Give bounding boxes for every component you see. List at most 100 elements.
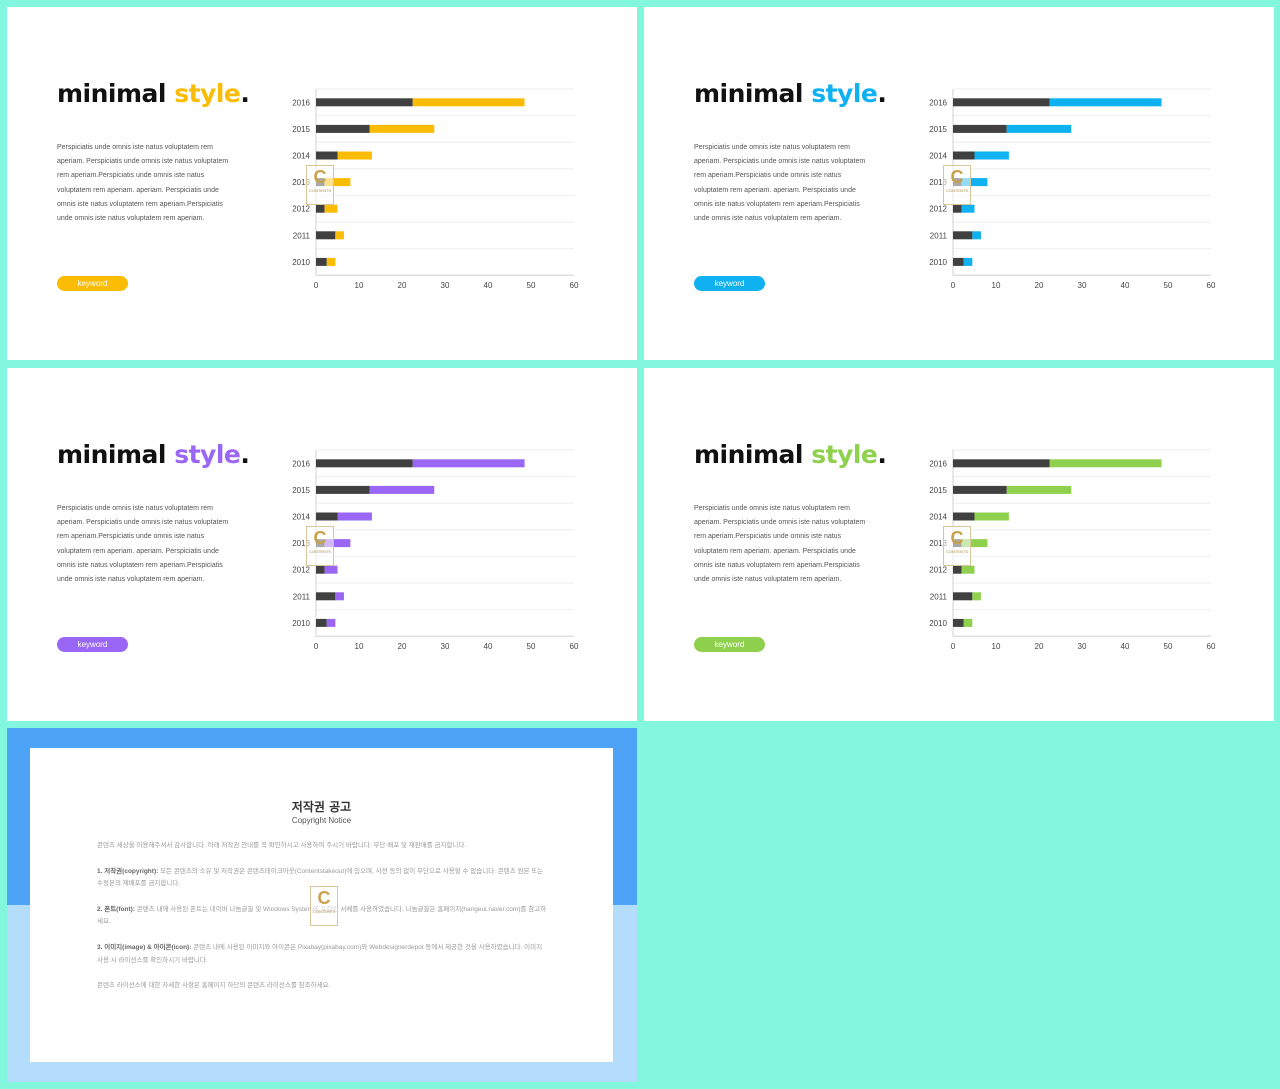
slide-yellow: minimal style. Perspiciatis unde omnis i… — [7, 7, 637, 360]
bar-segment-2 — [1049, 98, 1162, 107]
x-tick-label: 30 — [441, 642, 450, 651]
watermark-logo: C CONTENTS — [943, 165, 971, 205]
bar-segment-1 — [316, 124, 370, 133]
slide-blue: minimal style. Perspiciatis unde omnis i… — [644, 7, 1274, 360]
x-tick-label: 40 — [484, 281, 493, 290]
x-tick-label: 60 — [1207, 281, 1216, 290]
x-tick-label: 0 — [314, 281, 319, 290]
bar-segment-1 — [316, 257, 327, 266]
bar-segment-2 — [972, 592, 981, 601]
x-tick-label: 60 — [1207, 642, 1216, 651]
body-text: Perspiciatis unde omnis iste natus volup… — [57, 144, 229, 223]
watermark-text: CONTENTS — [946, 188, 968, 193]
keyword-button[interactable]: keyword — [694, 637, 765, 652]
notice-intro: 콘텐츠 세상을 이용해주셔서 감사합니다. 아래 저작권 안내를 꼭 확인하시고… — [97, 842, 467, 849]
bar-segment-2 — [324, 178, 351, 187]
keyword-button[interactable]: keyword — [694, 276, 765, 291]
title-accent: style — [174, 79, 241, 108]
title-main: minimal — [57, 440, 166, 469]
notice-section-text: 모든 콘텐츠의 소유 및 저작권은 콘텐츠테이크아웃(Contentstakeo… — [97, 867, 544, 888]
watermark-letter: C — [950, 528, 964, 548]
watermark-logo: C CONTENTS — [943, 526, 971, 566]
y-tick-label: 2014 — [929, 152, 947, 161]
bar-segment-1 — [316, 231, 336, 240]
bar-segment-2 — [326, 257, 336, 266]
watermark-letter: C — [313, 167, 327, 187]
bar-segment-2 — [335, 592, 344, 601]
bar-segment-2 — [963, 618, 973, 627]
bar-segment-1 — [316, 204, 325, 213]
bar-segment-2 — [972, 231, 981, 240]
watermark-letter: C — [313, 528, 327, 548]
bar-segment-2 — [412, 459, 525, 468]
x-tick-label: 10 — [992, 642, 1001, 651]
bar-segment-1 — [316, 98, 413, 107]
notice-section: 1. 저작권(copyright): 모든 콘텐츠의 소유 및 저작권은 콘텐츠… — [97, 866, 549, 891]
y-tick-label: 2015 — [292, 125, 310, 134]
y-tick-label: 2010 — [929, 619, 947, 628]
notice-section-heading: 3. 이미지(image) & 아이콘(icon): — [97, 943, 192, 951]
watermark-text: CONTENTS — [309, 549, 331, 554]
bar-segment-1 — [953, 124, 1007, 133]
x-tick-label: 20 — [1035, 281, 1044, 290]
x-tick-label: 40 — [1121, 281, 1130, 290]
watermark-logo: C CONTENTS — [306, 526, 334, 566]
notice-footer: 콘텐츠 라이선스에 대한 자세한 사항은 홈페이지 하단의 콘텐츠 라이선스를 … — [97, 982, 331, 990]
bar-segment-1 — [953, 98, 1050, 107]
bar-segment-1 — [316, 485, 370, 494]
watermark-logo: C CONTENTS — [310, 886, 338, 926]
bar-segment-2 — [324, 539, 351, 548]
bar-segment-1 — [953, 565, 962, 574]
x-tick-label: 10 — [355, 281, 364, 290]
slide-title: minimal style. — [694, 440, 887, 469]
y-tick-label: 2010 — [292, 258, 310, 267]
y-tick-label: 2011 — [293, 231, 311, 240]
x-tick-label: 40 — [1121, 642, 1130, 651]
bar-segment-2 — [326, 618, 336, 627]
bar-segment-1 — [953, 512, 975, 521]
y-tick-label: 2014 — [292, 513, 310, 522]
notice-body: 콘텐츠 세상을 이용해주셔서 감사합니다. 아래 저작권 안내를 꼭 확인하시고… — [97, 840, 549, 1006]
x-tick-label: 60 — [570, 281, 579, 290]
bar-segment-2 — [369, 485, 435, 494]
y-tick-label: 2015 — [292, 486, 310, 495]
bar-segment-1 — [953, 231, 973, 240]
title-main: minimal — [57, 79, 166, 108]
bar-segment-1 — [316, 565, 325, 574]
y-tick-label: 2010 — [292, 619, 310, 628]
bar-segment-2 — [369, 124, 435, 133]
keyword-button[interactable]: keyword — [57, 276, 128, 291]
y-tick-label: 2015 — [929, 486, 947, 495]
x-tick-label: 50 — [1164, 281, 1173, 290]
y-tick-label: 2016 — [929, 459, 947, 468]
bar-segment-2 — [324, 204, 338, 213]
keyword-button[interactable]: keyword — [57, 637, 128, 652]
bar-segment-2 — [1049, 459, 1162, 468]
y-tick-label: 2011 — [930, 231, 948, 240]
x-tick-label: 20 — [1035, 642, 1044, 651]
title-dot: . — [240, 79, 250, 108]
bar-segment-2 — [337, 512, 372, 521]
y-tick-label: 2010 — [929, 258, 947, 267]
y-tick-label: 2016 — [292, 98, 310, 107]
title-accent: style — [811, 440, 878, 469]
bar-segment-2 — [1006, 124, 1072, 133]
notice-subtitle: Copyright Notice — [291, 816, 352, 825]
watermark-letter: C — [950, 167, 964, 187]
notice-section: 2. 폰트(font): 콘텐츠 내에 사용된 폰트는 네이버 나눔글꼴 및 W… — [97, 904, 549, 929]
title-accent: style — [174, 440, 241, 469]
title-dot: . — [877, 440, 887, 469]
bar-segment-2 — [337, 151, 372, 160]
y-tick-label: 2011 — [293, 592, 311, 601]
slide-title: minimal style. — [57, 440, 250, 469]
title-dot: . — [240, 440, 250, 469]
notice-section: 3. 이미지(image) & 아이콘(icon): 콘텐츠 내에 사용된 이미… — [97, 942, 549, 967]
slide-green: minimal style. Perspiciatis unde omnis i… — [644, 368, 1274, 721]
copyright-notice-card: 저작권 공고 Copyright Notice 콘텐츠 세상을 이용해주셔서 감… — [30, 748, 613, 1062]
body-text: Perspiciatis unde omnis iste natus volup… — [694, 144, 866, 223]
bar-segment-1 — [316, 618, 327, 627]
y-tick-label: 2013 — [292, 539, 310, 548]
y-tick-label: 2013 — [929, 539, 947, 548]
y-tick-label: 2016 — [929, 98, 947, 107]
bar-segment-1 — [316, 592, 336, 601]
